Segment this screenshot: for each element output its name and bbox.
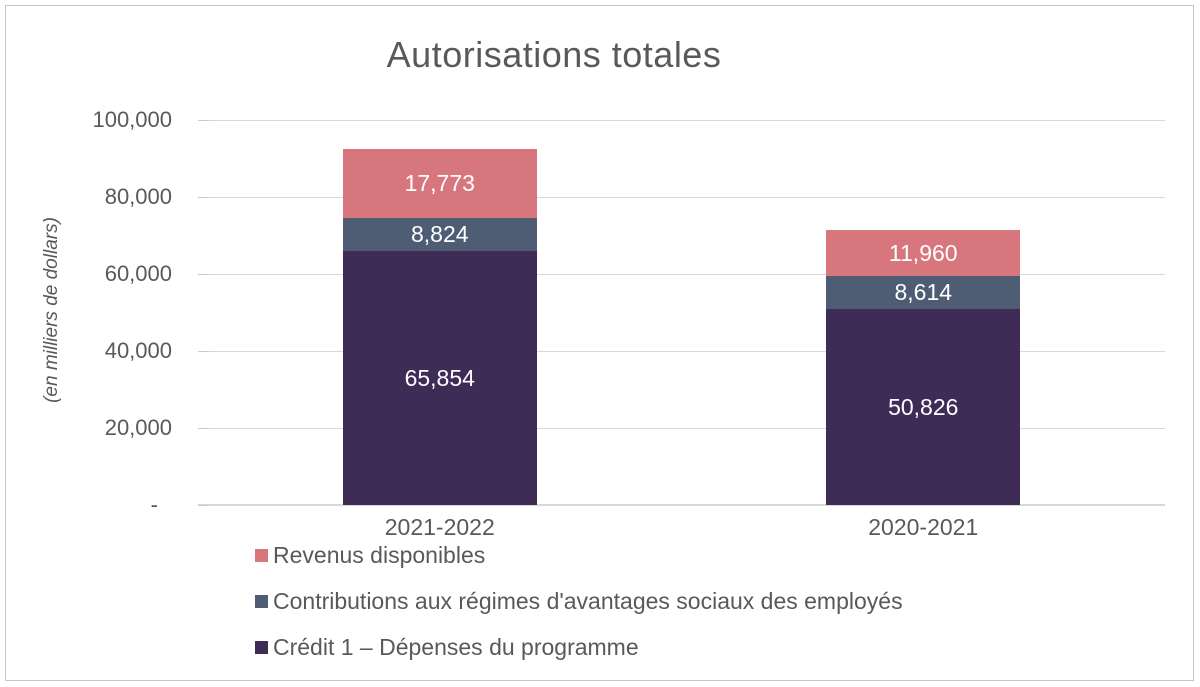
bar-2021-2022: 65,854 8,824 17,773 [342, 149, 537, 505]
gridline [198, 120, 1165, 121]
chart-border-frame [5, 5, 1194, 681]
gridline [198, 428, 1165, 429]
y-axis-tick-label: 60,000 [104, 261, 172, 286]
y-axis-tick-label: 20,000 [104, 415, 172, 440]
legend-item-label: Revenus disponibles [273, 541, 486, 568]
bar-segment: 50,826 [826, 309, 1021, 505]
legend-item: Revenus disponibles [255, 541, 903, 569]
bar-2020-2021: 50,826 8,614 11,960 [826, 230, 1021, 505]
bar-value-label: 50,826 [888, 393, 959, 420]
bar-segment: 8,824 [342, 217, 537, 252]
legend-item: Contributions aux régimes d'avantages so… [255, 587, 903, 615]
legend-color-swatch-icon [255, 594, 268, 608]
legend-color-swatch-icon [255, 548, 268, 562]
x-axis-line [198, 504, 1165, 506]
bar-value-label: 8,824 [410, 220, 469, 247]
y-tick-mark [198, 197, 209, 198]
y-axis-tick-label: - [150, 492, 158, 517]
bar-segment: 11,960 [826, 230, 1021, 277]
x-axis-category-label: 2020-2021 [868, 514, 979, 540]
bar-segment: 17,773 [342, 149, 537, 218]
gridline [198, 351, 1165, 352]
chart-title: Autorisations totales [386, 34, 722, 75]
x-axis-category-label: 2021-2022 [384, 514, 495, 540]
y-tick-mark [198, 351, 209, 352]
y-tick-mark [198, 428, 209, 429]
legend-item-label: Contributions aux régimes d'avantages so… [273, 587, 903, 614]
legend-color-swatch-icon [255, 640, 268, 654]
bar-value-label: 11,960 [888, 239, 958, 266]
plot-area: 65,854 8,824 17,773 50,826 8,614 11,960 [198, 120, 1165, 506]
bar-segment: 65,854 [342, 251, 537, 505]
bar-value-label: 17,773 [404, 169, 475, 196]
bar-value-label: 8,614 [894, 279, 953, 306]
gridline [198, 197, 1165, 198]
y-axis-tick-label: 80,000 [104, 184, 172, 209]
y-axis-tick-label: 100,000 [92, 107, 172, 132]
gridline [198, 274, 1165, 275]
chart-legend: Revenus disponibles Contributions aux rég… [255, 541, 903, 679]
bar-segment: 8,614 [826, 276, 1021, 310]
y-tick-mark [198, 120, 209, 121]
legend-item-label: Crédit 1 – Dépenses du programme [273, 633, 639, 660]
legend-item: Crédit 1 – Dépenses du programme [255, 633, 903, 661]
y-axis-tick-label: 40,000 [104, 338, 172, 363]
bar-value-label: 65,854 [404, 364, 475, 391]
y-tick-mark [198, 274, 209, 275]
y-tick-mark [198, 505, 209, 506]
